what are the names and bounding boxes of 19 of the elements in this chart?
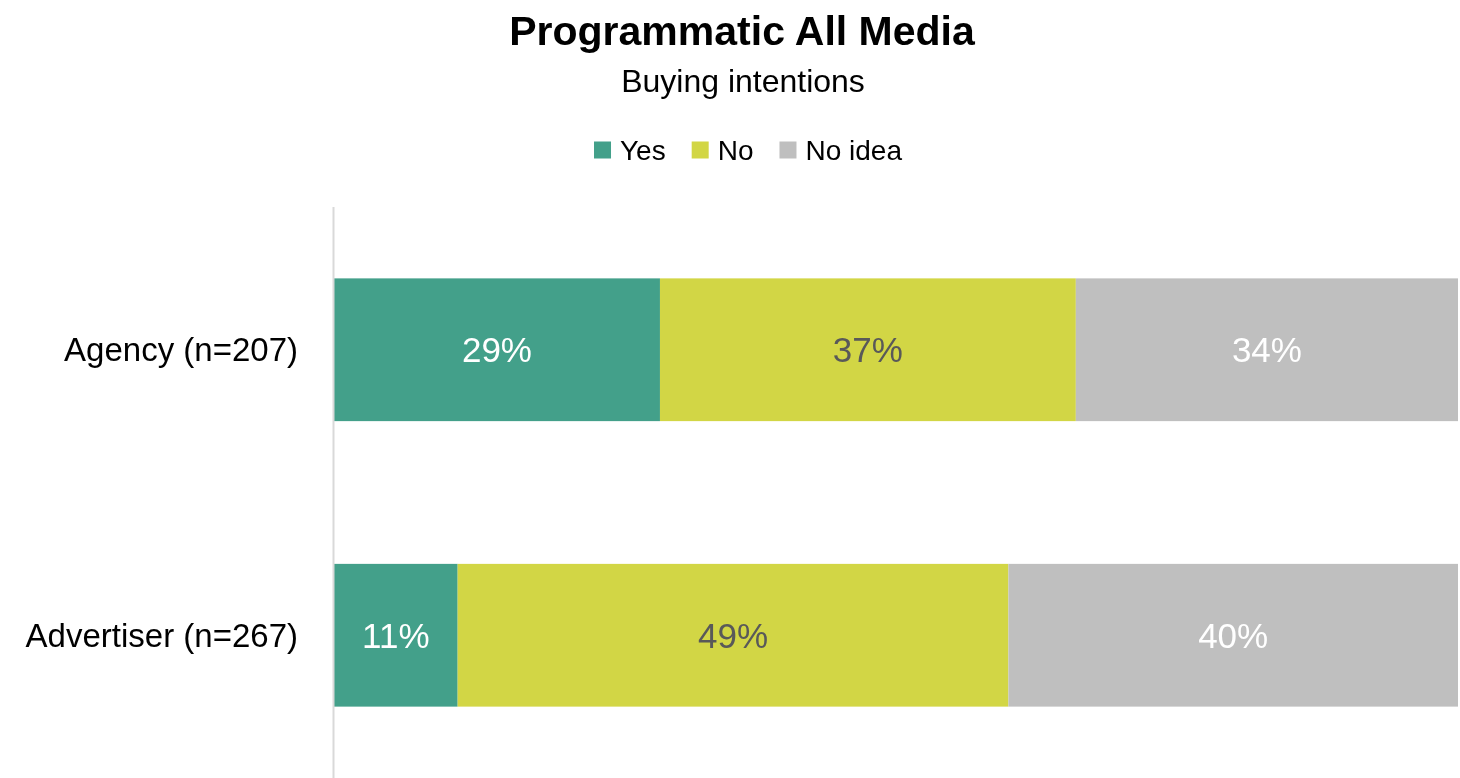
legend-label: Yes <box>620 134 666 166</box>
data-label: 34% <box>1231 330 1302 370</box>
bar <box>659 278 1076 422</box>
bar <box>334 278 660 422</box>
bar <box>457 563 1009 707</box>
bar <box>1008 563 1458 707</box>
chart-subtitle: Buying intentions <box>621 63 865 99</box>
legend-label: No idea <box>805 134 903 166</box>
data-label: 11% <box>362 615 430 655</box>
y-tick-label: Advertiser (n=267) <box>25 616 298 654</box>
data-label: 37% <box>832 330 903 370</box>
data-label: 40% <box>1198 615 1269 655</box>
legend-label: No <box>717 134 754 166</box>
bar <box>334 563 458 707</box>
chart-title: Programmatic All Media <box>509 8 976 54</box>
data-label: 49% <box>697 615 769 655</box>
bar <box>1075 278 1458 422</box>
data-label: 29% <box>461 330 533 370</box>
y-tick-label: Agency (n=207) <box>64 331 298 369</box>
